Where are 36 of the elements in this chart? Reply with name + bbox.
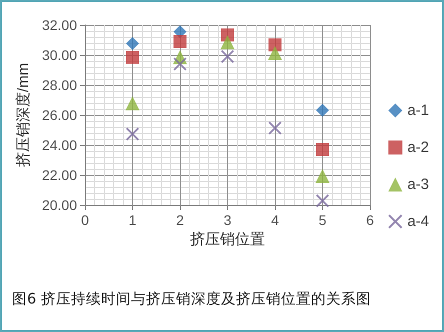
legend-label: a-4 [407,213,430,230]
point [268,122,282,135]
y-tick-label: 28.00 [42,77,78,93]
y-tick-label: 24.00 [42,137,78,153]
point [268,38,282,52]
point [316,169,330,184]
legend-label: a-2 [407,139,430,156]
legend-label: a-1 [407,102,430,119]
x-tick-label: 4 [271,212,280,228]
y-axis-title: 挤压销深度/mm [15,62,32,168]
legend-label: a-3 [407,176,430,193]
y-tick-label: 22.00 [42,167,78,183]
x-tick-label: 5 [318,212,327,228]
x-tick-label: 1 [128,212,137,228]
point [126,128,139,141]
y-tick-label: 26.00 [42,107,78,123]
x-tick-label: 2 [176,212,184,228]
point [316,194,329,208]
x-tick-label: 6 [366,212,374,228]
point [268,46,282,60]
point [221,50,234,63]
point [316,143,329,156]
y-tick-label: 30.00 [42,47,78,63]
y-tick-label: 32.00 [42,17,78,33]
x-tick-label: 0 [81,212,90,228]
point [220,35,234,50]
x-axis-title: 挤压销位置 [190,230,265,248]
point [126,96,140,110]
point [126,50,139,64]
x-tick-label: 3 [224,212,232,228]
point [316,104,329,117]
point [174,58,186,70]
point [174,35,186,48]
point [126,36,139,50]
caption: 图6 挤压持续时间与挤压销深度及挤压销位置的关系图 [12,290,371,308]
y-tick-label: 20.00 [42,197,78,213]
